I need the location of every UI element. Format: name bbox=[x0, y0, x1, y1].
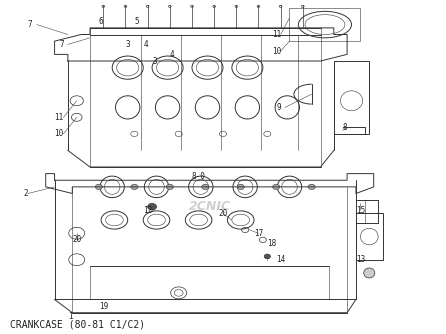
Circle shape bbox=[95, 184, 103, 189]
Text: 12: 12 bbox=[143, 205, 153, 214]
Text: 14: 14 bbox=[276, 255, 285, 264]
Text: 7: 7 bbox=[28, 20, 33, 29]
Circle shape bbox=[202, 184, 209, 189]
Text: 10: 10 bbox=[54, 129, 64, 138]
Text: 10: 10 bbox=[272, 46, 281, 55]
Text: 11: 11 bbox=[54, 113, 64, 122]
Bar bbox=[289, 8, 360, 41]
Text: 1: 1 bbox=[68, 312, 73, 321]
Circle shape bbox=[131, 184, 138, 189]
Text: 5: 5 bbox=[134, 17, 139, 26]
Text: 20: 20 bbox=[219, 209, 228, 218]
Text: 6: 6 bbox=[99, 17, 103, 26]
Text: 2: 2 bbox=[24, 189, 28, 198]
Bar bbox=[356, 213, 383, 260]
Text: 15: 15 bbox=[356, 205, 365, 214]
Text: 7: 7 bbox=[59, 40, 64, 49]
Ellipse shape bbox=[364, 268, 375, 278]
Circle shape bbox=[166, 184, 173, 189]
Text: 4: 4 bbox=[170, 50, 174, 59]
Text: 13: 13 bbox=[356, 255, 365, 264]
Text: 2CNIC: 2CNIC bbox=[189, 200, 231, 213]
Text: 3: 3 bbox=[125, 40, 130, 49]
Text: 18: 18 bbox=[267, 239, 277, 248]
Text: 8: 8 bbox=[343, 123, 347, 132]
Text: CRANKCASE (80-81 C1/C2): CRANKCASE (80-81 C1/C2) bbox=[10, 319, 145, 329]
Text: 19: 19 bbox=[99, 302, 108, 311]
Circle shape bbox=[273, 184, 280, 189]
Text: 9: 9 bbox=[276, 103, 281, 112]
Bar bbox=[334, 61, 369, 134]
Circle shape bbox=[148, 203, 157, 210]
Text: 4: 4 bbox=[143, 40, 148, 49]
Circle shape bbox=[264, 254, 270, 259]
Text: 17: 17 bbox=[254, 229, 263, 238]
Text: 8-0: 8-0 bbox=[192, 172, 206, 181]
Text: 20: 20 bbox=[72, 235, 82, 244]
Text: 11: 11 bbox=[272, 30, 281, 39]
Circle shape bbox=[308, 184, 315, 189]
Text: 3: 3 bbox=[152, 56, 157, 65]
Circle shape bbox=[237, 184, 244, 189]
